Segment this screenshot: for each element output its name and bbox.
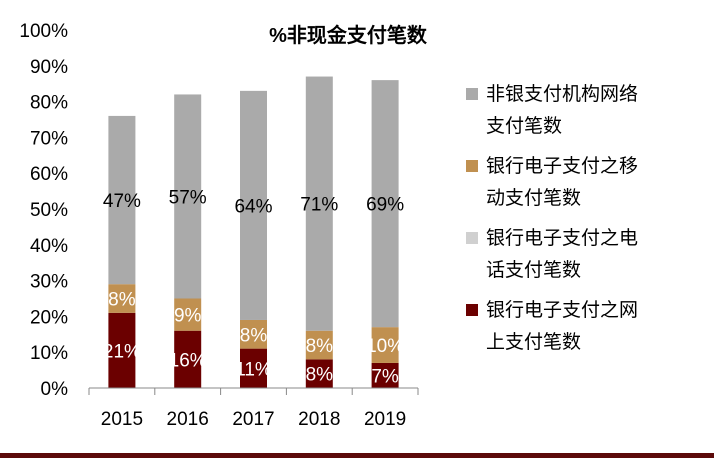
legend-swatch	[466, 160, 478, 172]
data-label: 10%	[366, 336, 404, 357]
legend-label: 支付笔数	[486, 115, 562, 137]
data-label: 47%	[103, 191, 141, 212]
bar-segment	[108, 284, 136, 313]
y-tick-label: 10%	[30, 343, 68, 364]
bar-segment	[108, 312, 136, 388]
data-label: 71%	[300, 195, 338, 216]
bar-segment	[371, 327, 399, 363]
x-tick-label: 2018	[298, 409, 340, 430]
data-label: 8%	[306, 365, 334, 386]
data-label: 64%	[234, 196, 272, 217]
legend-label: 银行电子支付之电	[486, 227, 638, 249]
data-label: 16%	[169, 350, 207, 371]
data-label: 8%	[108, 290, 136, 311]
chart-title: %非现金支付笔数	[269, 23, 428, 47]
data-label: 9%	[174, 306, 202, 327]
legend-label: 银行电子支付之移	[486, 155, 638, 177]
y-tick-label: 40%	[30, 236, 68, 257]
data-label: 8%	[306, 336, 334, 357]
data-label: 7%	[371, 366, 399, 387]
y-tick-label: 50%	[30, 200, 68, 221]
bar-segment	[240, 319, 267, 349]
y-tick-label: 0%	[41, 379, 69, 400]
bar-segment	[240, 348, 267, 388]
legend-label: 话支付笔数	[486, 259, 581, 281]
legend-swatch	[466, 232, 478, 244]
bottom-rule	[0, 453, 714, 458]
bar-segment	[108, 115, 136, 285]
bar-segment	[174, 94, 202, 299]
y-tick-label: 80%	[30, 93, 68, 114]
legend-label: 非银支付机构网络	[486, 83, 638, 105]
y-tick-label: 90%	[30, 57, 68, 78]
data-label: 69%	[366, 195, 404, 216]
y-tick-label: 20%	[30, 307, 68, 328]
legend-swatch	[466, 88, 478, 100]
legend-swatch	[466, 304, 478, 316]
x-tick-label: 2017	[232, 409, 274, 430]
legend-label: 上支付笔数	[486, 331, 581, 353]
bar-segment	[305, 330, 333, 360]
bar-segment	[305, 359, 333, 388]
y-tick-label: 70%	[30, 128, 68, 149]
legend-label: 动支付笔数	[486, 187, 581, 209]
y-tick-label: 60%	[30, 164, 68, 185]
bar-segment	[174, 298, 202, 331]
y-tick-label: 30%	[30, 272, 68, 293]
y-tick-label: 100%	[19, 21, 68, 42]
bar-segment	[174, 330, 202, 388]
bar-segment	[305, 76, 333, 331]
x-tick-label: 2015	[101, 409, 143, 430]
data-label: 8%	[240, 325, 268, 346]
data-label: 11%	[235, 359, 272, 380]
x-tick-label: 2016	[167, 409, 209, 430]
bar-segment	[240, 90, 267, 320]
bar-segment	[371, 80, 399, 328]
legend-label: 银行电子支付之网	[486, 299, 638, 321]
x-tick-label: 2019	[364, 409, 406, 430]
bar-segment	[371, 362, 399, 388]
data-label: 21%	[103, 341, 141, 362]
data-label: 57%	[169, 187, 207, 208]
